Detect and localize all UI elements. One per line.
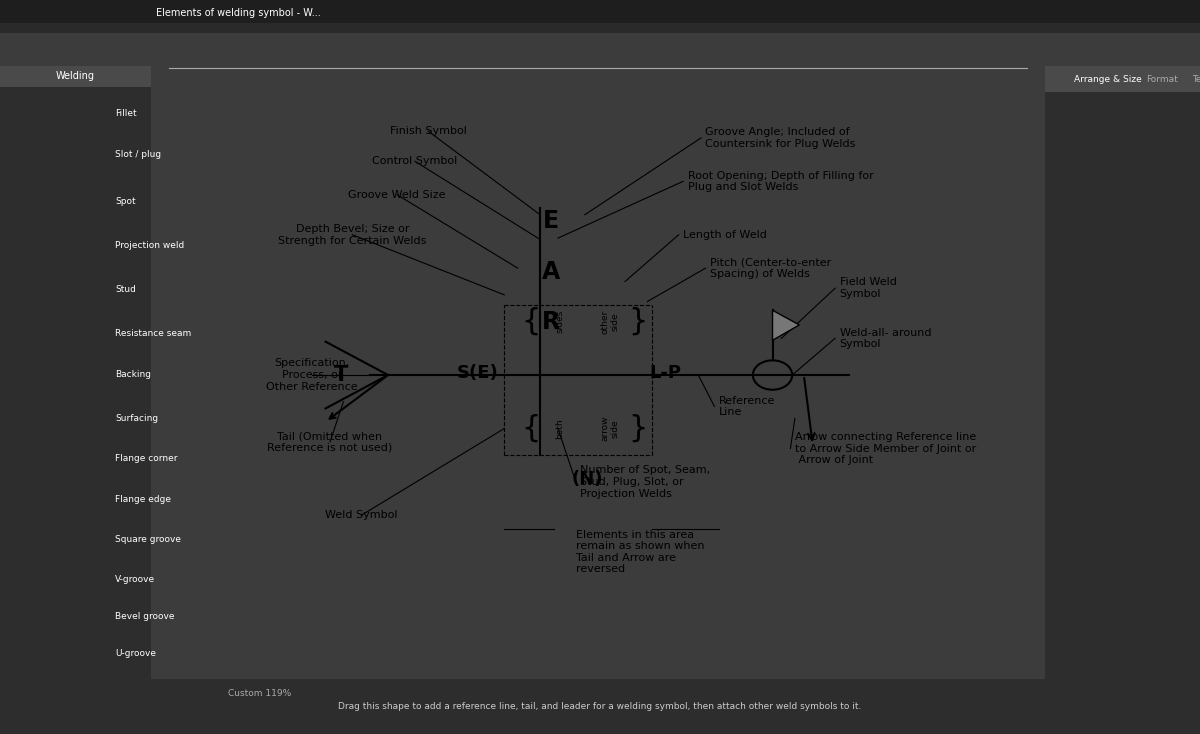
Text: Number of Spot, Seam,
Stud, Plug, Slot, or
Projection Welds: Number of Spot, Seam, Stud, Plug, Slot, … — [581, 465, 710, 498]
Text: Pitch (Center-to-enter
Spacing) of Welds: Pitch (Center-to-enter Spacing) of Welds — [710, 258, 832, 279]
Text: Root Opening; Depth of Filling for
Plug and Slot Welds: Root Opening; Depth of Filling for Plug … — [688, 170, 874, 192]
Text: Drag this shape to add a reference line, tail, and leader for a welding symbol, : Drag this shape to add a reference line,… — [338, 702, 862, 711]
Text: Reference
Line: Reference Line — [719, 396, 775, 417]
Text: Arrange & Size: Arrange & Size — [1074, 75, 1141, 84]
Text: Custom 119%: Custom 119% — [228, 689, 292, 698]
Text: Weld-all- around
Symbol: Weld-all- around Symbol — [840, 327, 931, 349]
Text: }: } — [629, 414, 648, 443]
Text: {: { — [522, 307, 541, 336]
Text: Surfacing: Surfacing — [115, 414, 158, 423]
Text: Groove Angle; Included of
Countersink for Plug Welds: Groove Angle; Included of Countersink fo… — [706, 127, 856, 149]
Text: Groove Weld Size: Groove Weld Size — [348, 189, 446, 200]
Text: U-groove: U-groove — [115, 649, 156, 658]
Text: Fillet: Fillet — [115, 109, 137, 118]
Text: Depth Bevel; Size or
Strength for Certain Welds: Depth Bevel; Size or Strength for Certai… — [278, 224, 426, 246]
Text: T: T — [334, 365, 348, 385]
Text: Elements of welding symbol - W...: Elements of welding symbol - W... — [156, 8, 320, 18]
Text: other
side: other side — [600, 310, 619, 334]
Text: Length of Weld: Length of Weld — [683, 230, 767, 240]
Text: Spot: Spot — [115, 197, 136, 206]
Text: arrow
side: arrow side — [600, 415, 619, 441]
Text: Arrow connecting Reference line
to Arrow Side Member of Joint or
 Arrow of Joint: Arrow connecting Reference line to Arrow… — [794, 432, 976, 465]
Text: Backing: Backing — [115, 370, 151, 379]
Text: E: E — [542, 209, 559, 233]
Text: Weld Symbol: Weld Symbol — [325, 510, 397, 520]
Text: }: } — [629, 307, 648, 336]
Text: Elements in this area
remain as shown when
Tail and Arrow are
reversed: Elements in this area remain as shown wh… — [576, 530, 704, 575]
Text: Tail (Omitted when
Reference is not used): Tail (Omitted when Reference is not used… — [268, 431, 392, 453]
Text: Stud: Stud — [115, 286, 136, 294]
Text: A: A — [541, 260, 560, 283]
Text: Location of Elements of a Welding Symbol: Location of Elements of a Welding Symbol — [300, 36, 896, 59]
Text: Resistance seam: Resistance seam — [115, 330, 192, 338]
Text: Finish Symbol: Finish Symbol — [390, 126, 467, 137]
Text: Slot / plug: Slot / plug — [115, 150, 161, 159]
Polygon shape — [773, 310, 799, 341]
Text: R: R — [541, 310, 560, 333]
Text: Field Weld
Symbol: Field Weld Symbol — [840, 277, 896, 299]
Text: V-groove: V-groove — [115, 575, 155, 584]
Text: sides: sides — [556, 310, 564, 333]
Text: L-P: L-P — [649, 364, 682, 382]
Text: (N): (N) — [571, 470, 604, 487]
Text: Flange edge: Flange edge — [115, 495, 172, 504]
Text: {: { — [522, 414, 541, 443]
Text: Square groove: Square groove — [115, 535, 181, 544]
Text: Text: Text — [1192, 75, 1200, 84]
Text: Format: Format — [1146, 75, 1177, 84]
Text: Specification,
Process, or
Other Reference: Specification, Process, or Other Referen… — [266, 358, 358, 392]
Text: Flange corner: Flange corner — [115, 454, 178, 463]
Text: Bevel groove: Bevel groove — [115, 612, 175, 621]
Text: Control Symbol: Control Symbol — [372, 156, 457, 167]
Text: Projection weld: Projection weld — [115, 241, 185, 250]
Text: Welding: Welding — [56, 71, 95, 81]
Text: both: both — [556, 418, 564, 439]
Text: S(E): S(E) — [457, 364, 498, 382]
